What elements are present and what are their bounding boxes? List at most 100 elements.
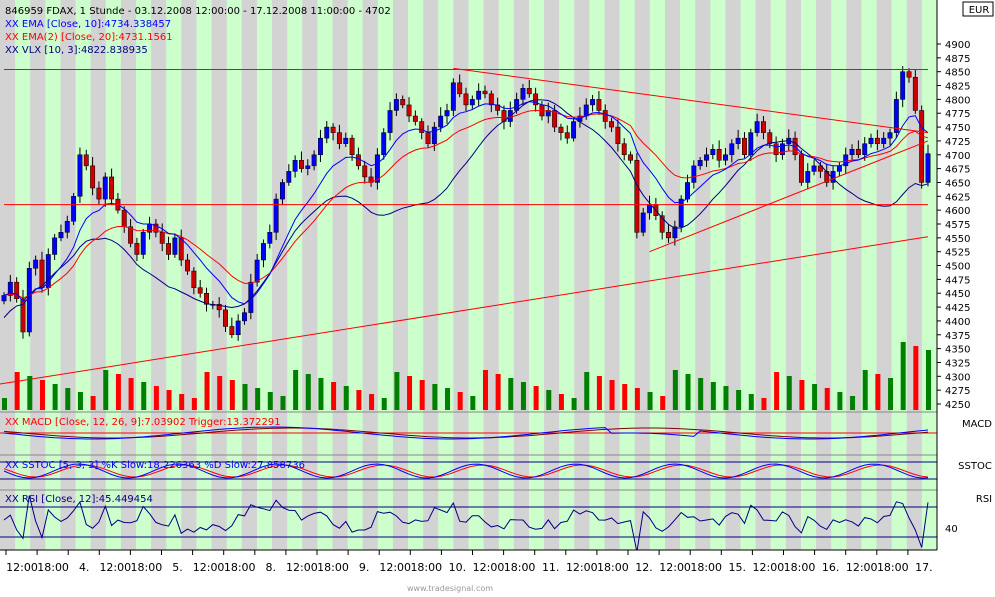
candle-body	[590, 99, 596, 106]
candle-body	[39, 259, 45, 288]
volume-bar	[520, 382, 526, 410]
candle-body	[735, 137, 741, 144]
candle-body	[83, 154, 89, 167]
time-axis-bg	[0, 550, 995, 597]
volume-bar	[647, 392, 653, 410]
time-tick-label: 12:00	[473, 561, 505, 574]
price-tick-label: 4575	[945, 220, 970, 231]
candle-body	[742, 137, 747, 156]
candle-body	[811, 165, 817, 172]
trendline-long-trend	[0, 236, 929, 385]
volume-bar	[191, 398, 197, 410]
candle-body	[849, 148, 855, 156]
volume-bar	[660, 396, 666, 410]
candle-body	[381, 132, 387, 156]
candle-body	[159, 232, 165, 244]
bg-stripe	[604, 0, 621, 550]
candle-body	[140, 232, 146, 255]
volume-bar	[217, 376, 223, 410]
candle-body	[242, 312, 247, 322]
bg-stripe	[362, 0, 379, 550]
candle-body	[583, 104, 589, 117]
candle-body	[520, 88, 526, 100]
volume-bar	[267, 392, 273, 410]
candle-body	[26, 268, 32, 333]
volume-bar	[179, 394, 185, 410]
volume-bar	[141, 382, 147, 410]
volume-bar	[862, 370, 868, 410]
bg-stripe	[392, 0, 409, 550]
volume-bar	[913, 346, 919, 410]
sstoc-d-line	[3, 464, 929, 478]
volume-bar	[305, 374, 311, 410]
price-tick-label: 4875	[945, 54, 970, 65]
vlx-line	[3, 99, 929, 318]
legend-ema20: XX EMA(2) [Close, 20]:4731.1561	[5, 32, 173, 43]
rsi-axis-label: RSI	[976, 494, 992, 505]
rsi-line	[3, 495, 929, 552]
candle-body	[178, 237, 184, 261]
candle-body	[564, 132, 570, 139]
time-tick-label: 10.	[449, 561, 467, 574]
candle-body	[691, 165, 697, 183]
candle-body	[273, 198, 279, 233]
bg-stripe	[770, 0, 787, 550]
bg-stripe	[513, 0, 530, 550]
bg-stripe	[408, 0, 424, 550]
volume-bar	[710, 382, 716, 410]
candle-body	[805, 171, 811, 183]
candle-body	[906, 71, 912, 78]
candle-body	[134, 243, 140, 255]
volume-bar	[128, 378, 134, 410]
volume-bar	[115, 374, 121, 410]
price-tick-label: 4500	[945, 262, 970, 273]
price-tick-label: 4600	[945, 206, 970, 217]
volume-bar	[407, 376, 413, 410]
macd-line	[3, 426, 929, 440]
candle-body	[754, 121, 760, 133]
price-tick-label: 4250	[945, 400, 970, 411]
legend-ema10: XX EMA [Close, 10]:4734.338457	[5, 19, 171, 30]
volume-bar	[672, 370, 678, 410]
bg-stripe	[423, 0, 439, 550]
volume-bar	[445, 388, 451, 410]
time-tick-label: 15.	[729, 561, 747, 574]
candle-body	[697, 160, 703, 167]
candle-body	[349, 137, 355, 156]
candle-body	[1, 295, 7, 302]
candle-body	[121, 209, 127, 228]
candle-body	[153, 223, 159, 233]
candle-body	[438, 115, 444, 128]
candle-body	[286, 171, 292, 183]
time-tick-label: 12:00	[99, 561, 131, 574]
candle-body	[647, 204, 652, 214]
volume-bar	[748, 394, 754, 410]
legend-macd: XX MACD [Close, 12, 26, 9]:7.03902 Trigg…	[5, 417, 281, 428]
time-tick-label: 16.	[822, 561, 840, 574]
candle-body	[628, 154, 633, 161]
candle-body	[374, 154, 380, 183]
bg-stripe	[816, 0, 832, 550]
time-tick-label: 12:00	[6, 561, 38, 574]
volume-bar	[280, 396, 286, 410]
candle-body	[855, 148, 861, 156]
candle-body	[77, 154, 83, 197]
price-tick-label: 4300	[945, 372, 970, 383]
candle-body	[425, 132, 431, 144]
candle-body	[311, 154, 317, 167]
bg-stripe	[725, 0, 742, 550]
candle-body	[843, 154, 849, 167]
bg-stripe	[332, 0, 349, 550]
volume-bar	[634, 388, 640, 410]
candle-body	[280, 182, 285, 200]
volume-bar	[596, 376, 602, 410]
bg-stripe	[377, 0, 394, 550]
bg-stripe	[634, 0, 651, 550]
volume-bar	[52, 384, 58, 410]
candle-body	[919, 110, 925, 183]
volume-bar	[27, 376, 33, 410]
volume-bar	[14, 372, 20, 410]
time-tick-label: 18:00	[504, 561, 536, 574]
candle-body	[615, 126, 621, 144]
candle-body	[476, 90, 482, 100]
